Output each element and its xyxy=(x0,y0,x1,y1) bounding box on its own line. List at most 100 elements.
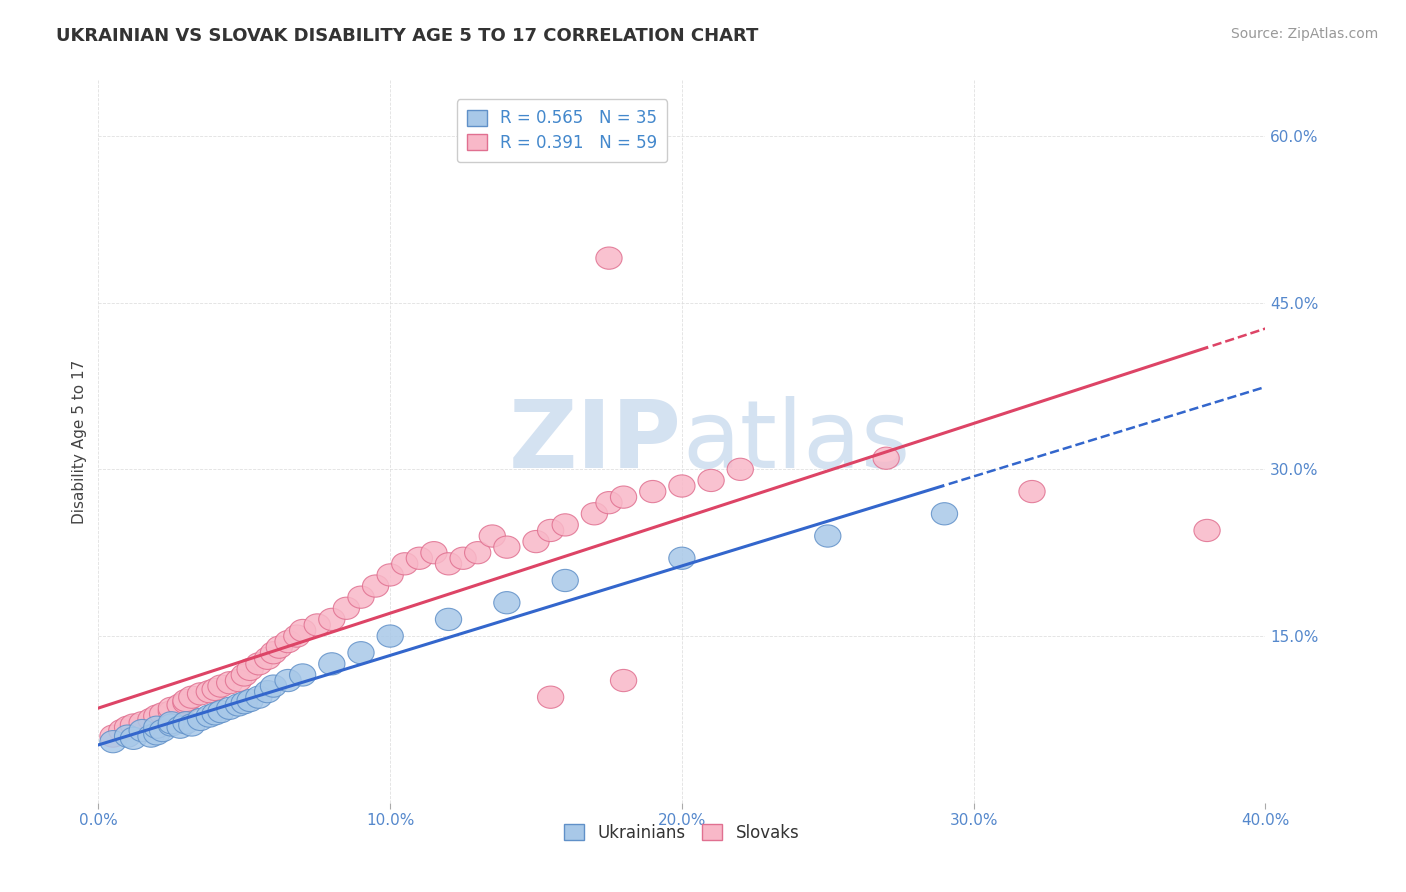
Ellipse shape xyxy=(197,681,222,703)
Ellipse shape xyxy=(697,469,724,491)
Ellipse shape xyxy=(167,716,193,739)
Ellipse shape xyxy=(225,669,252,691)
Ellipse shape xyxy=(523,531,550,553)
Ellipse shape xyxy=(138,708,165,731)
Ellipse shape xyxy=(254,681,281,703)
Ellipse shape xyxy=(304,614,330,636)
Ellipse shape xyxy=(727,458,754,481)
Ellipse shape xyxy=(246,686,271,708)
Ellipse shape xyxy=(284,625,309,648)
Ellipse shape xyxy=(108,720,135,741)
Ellipse shape xyxy=(225,694,252,716)
Ellipse shape xyxy=(121,714,146,736)
Ellipse shape xyxy=(319,653,344,675)
Ellipse shape xyxy=(187,682,214,705)
Ellipse shape xyxy=(114,725,141,747)
Ellipse shape xyxy=(159,714,184,736)
Ellipse shape xyxy=(347,586,374,608)
Ellipse shape xyxy=(436,608,461,631)
Ellipse shape xyxy=(814,524,841,547)
Ellipse shape xyxy=(260,675,287,698)
Ellipse shape xyxy=(179,686,205,708)
Ellipse shape xyxy=(149,703,176,725)
Ellipse shape xyxy=(290,664,316,686)
Ellipse shape xyxy=(246,653,271,675)
Ellipse shape xyxy=(173,690,200,712)
Ellipse shape xyxy=(129,720,155,741)
Ellipse shape xyxy=(479,524,505,547)
Ellipse shape xyxy=(159,712,184,734)
Ellipse shape xyxy=(581,503,607,524)
Ellipse shape xyxy=(333,597,360,619)
Y-axis label: Disability Age 5 to 17: Disability Age 5 to 17 xyxy=(72,359,87,524)
Ellipse shape xyxy=(290,619,316,641)
Ellipse shape xyxy=(208,675,233,698)
Legend: Ukrainians, Slovaks: Ukrainians, Slovaks xyxy=(558,817,806,848)
Ellipse shape xyxy=(173,712,200,734)
Ellipse shape xyxy=(537,519,564,541)
Ellipse shape xyxy=(873,447,900,469)
Ellipse shape xyxy=(596,491,621,514)
Ellipse shape xyxy=(494,536,520,558)
Ellipse shape xyxy=(121,727,146,749)
Ellipse shape xyxy=(596,247,621,269)
Ellipse shape xyxy=(179,714,205,736)
Text: atlas: atlas xyxy=(682,395,910,488)
Ellipse shape xyxy=(173,691,200,714)
Ellipse shape xyxy=(167,694,193,716)
Ellipse shape xyxy=(464,541,491,564)
Ellipse shape xyxy=(266,636,292,658)
Ellipse shape xyxy=(231,664,257,686)
Ellipse shape xyxy=(197,705,222,727)
Ellipse shape xyxy=(100,725,127,747)
Ellipse shape xyxy=(377,564,404,586)
Ellipse shape xyxy=(377,625,404,648)
Ellipse shape xyxy=(406,547,433,569)
Ellipse shape xyxy=(149,720,176,741)
Ellipse shape xyxy=(100,731,127,753)
Ellipse shape xyxy=(187,708,214,731)
Ellipse shape xyxy=(1194,519,1220,541)
Ellipse shape xyxy=(363,575,388,597)
Ellipse shape xyxy=(436,553,461,575)
Ellipse shape xyxy=(143,723,170,745)
Ellipse shape xyxy=(217,698,243,720)
Ellipse shape xyxy=(1019,481,1045,503)
Ellipse shape xyxy=(254,648,281,669)
Ellipse shape xyxy=(159,698,184,720)
Ellipse shape xyxy=(159,700,184,723)
Ellipse shape xyxy=(138,725,165,747)
Ellipse shape xyxy=(260,641,287,664)
Ellipse shape xyxy=(931,503,957,524)
Ellipse shape xyxy=(610,486,637,508)
Ellipse shape xyxy=(553,569,578,591)
Ellipse shape xyxy=(129,712,155,734)
Text: Source: ZipAtlas.com: Source: ZipAtlas.com xyxy=(1230,27,1378,41)
Ellipse shape xyxy=(114,716,141,739)
Ellipse shape xyxy=(537,686,564,708)
Ellipse shape xyxy=(420,541,447,564)
Ellipse shape xyxy=(669,547,695,569)
Ellipse shape xyxy=(276,669,301,691)
Ellipse shape xyxy=(143,705,170,727)
Text: UKRAINIAN VS SLOVAK DISABILITY AGE 5 TO 17 CORRELATION CHART: UKRAINIAN VS SLOVAK DISABILITY AGE 5 TO … xyxy=(56,27,759,45)
Ellipse shape xyxy=(202,703,228,725)
Ellipse shape xyxy=(276,631,301,653)
Ellipse shape xyxy=(553,514,578,536)
Ellipse shape xyxy=(217,672,243,694)
Ellipse shape xyxy=(319,608,344,631)
Ellipse shape xyxy=(143,716,170,739)
Ellipse shape xyxy=(208,700,233,723)
Ellipse shape xyxy=(238,658,263,681)
Ellipse shape xyxy=(494,591,520,614)
Ellipse shape xyxy=(231,691,257,714)
Text: ZIP: ZIP xyxy=(509,395,682,488)
Ellipse shape xyxy=(640,481,666,503)
Ellipse shape xyxy=(610,669,637,691)
Ellipse shape xyxy=(669,475,695,497)
Ellipse shape xyxy=(238,690,263,712)
Ellipse shape xyxy=(450,547,477,569)
Ellipse shape xyxy=(347,641,374,664)
Ellipse shape xyxy=(202,678,228,700)
Ellipse shape xyxy=(392,553,418,575)
